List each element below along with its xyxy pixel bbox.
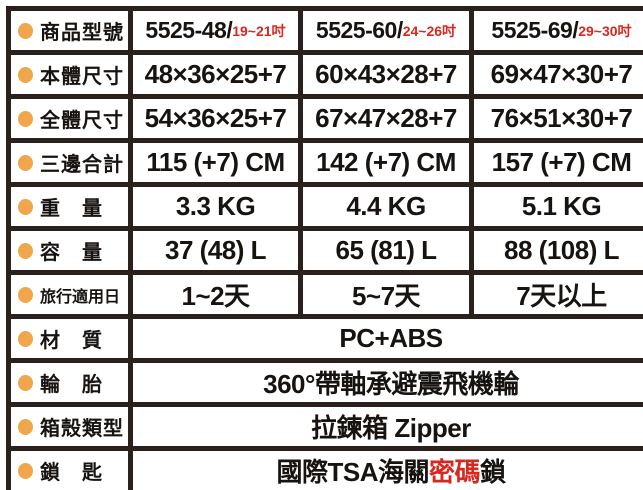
bullet-icon (18, 330, 33, 347)
row-label-material: 材 質 (11, 319, 128, 358)
model-cell: 5525-48/ 19~21吋 (133, 11, 298, 50)
value-cell: 65 (81) L (303, 231, 469, 270)
row-label-lock: 鎖 匙 (11, 451, 128, 490)
bullet-icon (18, 374, 33, 391)
row-label-shell-type: 箱殼類型 (11, 407, 128, 446)
value-cell-material: PC+ABS (133, 319, 643, 358)
value-cell: 1~2天 (133, 275, 298, 314)
bullet-icon (18, 154, 33, 171)
bullet-icon (18, 462, 33, 479)
bullet-icon (18, 110, 33, 127)
bullet-icon (18, 198, 33, 215)
value-cell: 60×43×28+7 (303, 55, 469, 94)
value-cell: 4.4 KG (303, 187, 469, 226)
bullet-icon (18, 286, 33, 303)
row-label-model: 商品型號 (11, 11, 128, 50)
inch-range: 24~26吋 (402, 22, 457, 39)
bullet-icon (18, 22, 33, 39)
value-cell: 69×47×30+7 (474, 55, 643, 94)
model-number: 5525-48/ (145, 17, 233, 43)
model-cell: 5525-69/ 29~30吋 (474, 11, 643, 50)
row-label-text: 本體尺寸 (40, 66, 124, 88)
row-label-text: 重 量 (40, 198, 103, 220)
row-label-text: 箱殼類型 (40, 418, 124, 440)
value-cell: 5.1 KG (474, 187, 643, 226)
bullet-icon (18, 242, 33, 259)
value-cell: 115 (+7) CM (133, 143, 298, 182)
value-cell: 157 (+7) CM (474, 143, 643, 182)
row-label-text: 三邊合計 (40, 154, 124, 176)
value-cell: 142 (+7) CM (303, 143, 469, 182)
value-cell-shell-type: 拉鍊箱 Zipper (133, 407, 643, 446)
value-cell: 7天以上 (474, 275, 643, 314)
value-cell: 88 (108) L (474, 231, 643, 270)
row-label-travel-days: 旅行適用日 (11, 275, 128, 314)
value-cell: 5~7天 (303, 275, 469, 314)
row-label-text: 鎖 匙 (40, 462, 103, 484)
value-cell: 37 (48) L (133, 231, 298, 270)
row-label-three-sides: 三邊合計 (11, 143, 128, 182)
bullet-icon (18, 418, 33, 435)
inch-range: 19~21吋 (232, 22, 286, 39)
value-cell: 3.3 KG (133, 187, 298, 226)
row-label-capacity: 容 量 (11, 231, 128, 270)
model-number: 5525-60/ (315, 17, 403, 43)
value-cell: 48×36×25+7 (133, 55, 298, 94)
inch-range: 29~30吋 (578, 22, 632, 39)
lock-text-highlight: 密碼 (428, 457, 481, 487)
row-label-body-size: 本體尺寸 (11, 55, 128, 94)
lock-text-pre: 國際TSA海關 (276, 457, 429, 487)
row-label-text: 商品型號 (40, 22, 124, 44)
model-number: 5525-69/ (491, 17, 579, 43)
value-cell-lock: 國際TSA海關 密碼鎖 (133, 451, 643, 490)
spec-table: 商品型號 5525-48/ 19~21吋 5525-60/ 24~26吋 552… (6, 6, 643, 490)
row-label-text: 材 質 (40, 330, 103, 352)
row-label-text: 全體尺寸 (40, 110, 124, 132)
row-label-text: 容 量 (40, 242, 103, 264)
value-cell: 76×51×30+7 (474, 99, 643, 138)
row-label-weight: 重 量 (11, 187, 128, 226)
value-cell-wheels: 360°帶軸承避震飛機輪 (133, 363, 643, 402)
model-cell: 5525-60/ 24~26吋 (303, 11, 469, 50)
value-cell: 54×36×25+7 (133, 99, 298, 138)
bullet-icon (18, 66, 33, 83)
row-label-wheels: 輪 胎 (11, 363, 128, 402)
row-label-text: 輪 胎 (40, 374, 103, 396)
row-label-text: 旅行適用日 (40, 288, 121, 306)
value-cell: 67×47×28+7 (303, 99, 469, 138)
row-label-overall-size: 全體尺寸 (11, 99, 128, 138)
lock-text-post: 鎖 (480, 457, 506, 487)
